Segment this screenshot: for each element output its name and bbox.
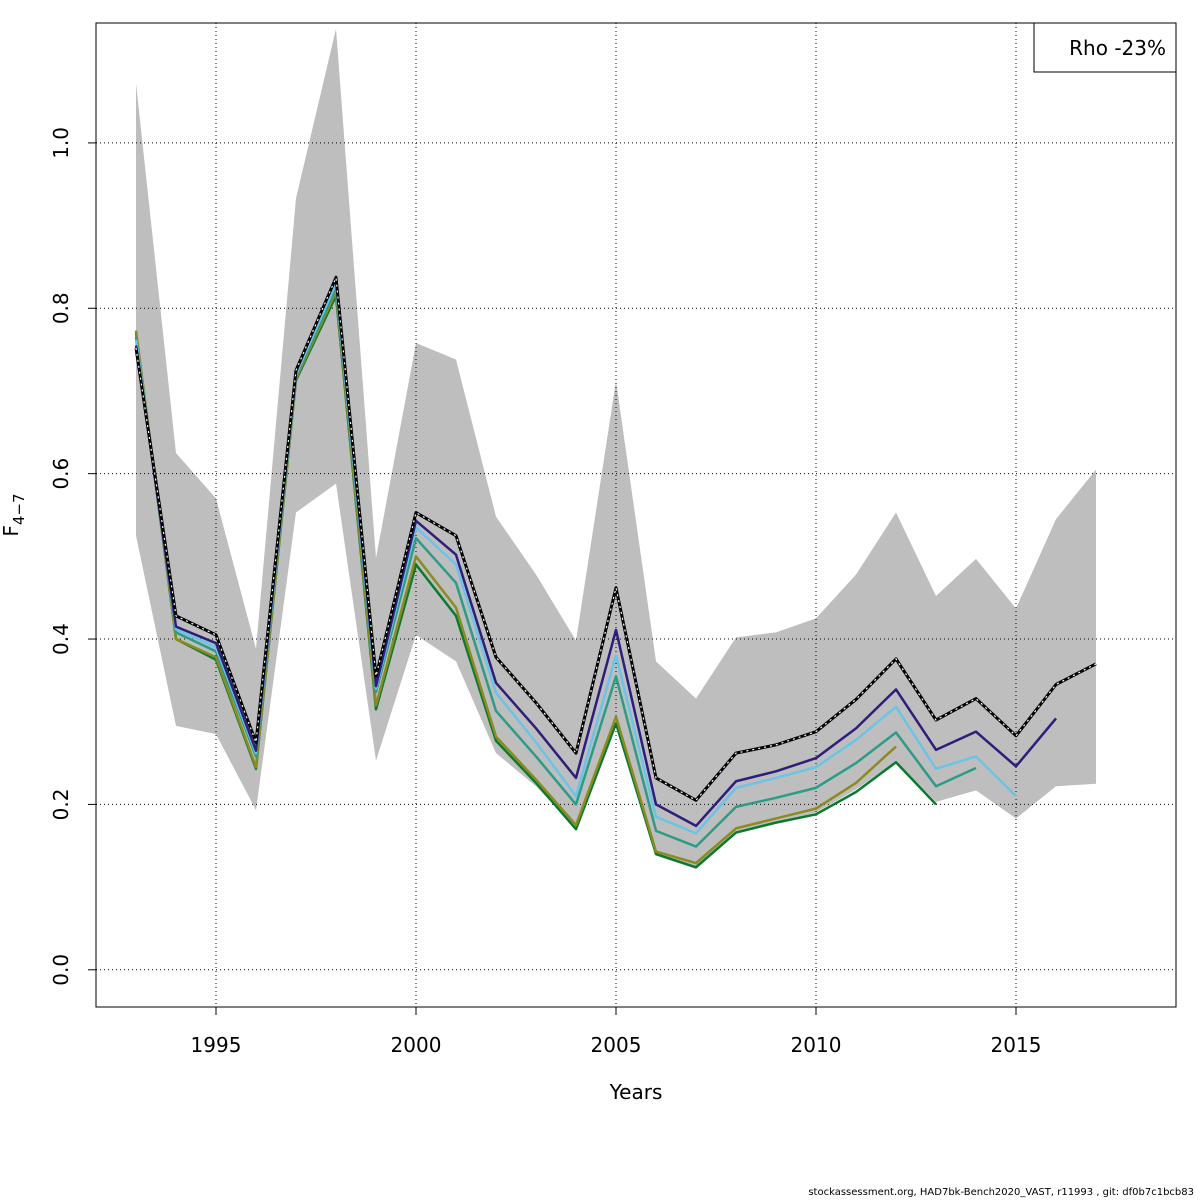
x-tick-label-2000: 2000 — [391, 1033, 442, 1057]
footer-credit: stockassessment.org, HAD7bk-Bench2020_VA… — [808, 1187, 1194, 1198]
y-tick-label-3: 0.6 — [49, 458, 73, 490]
legend: Rho -23% — [1033, 22, 1177, 73]
y-tick-label-0: 0.0 — [49, 954, 73, 986]
x-tick-label-2005: 2005 — [591, 1033, 642, 1057]
plot-frame — [95, 22, 1177, 1008]
y-axis-title-subscript: 4−7 — [10, 493, 28, 525]
x-axis-ticks: 1995 2000 2005 2010 2015 — [191, 1007, 1042, 1057]
svg-text:F4−7: F4−7 — [0, 493, 28, 536]
y-tick-label-1: 0.2 — [49, 789, 73, 821]
x-tick-label-2015: 2015 — [991, 1033, 1042, 1057]
y-axis-ticks: 0.0 0.2 0.4 0.6 0.8 1.0 — [49, 127, 96, 986]
series-layer — [134, 275, 1097, 869]
legend-text: Rho -23% — [1069, 36, 1166, 60]
y-axis-title-main: F — [0, 525, 23, 537]
y-tick-label-5: 1.0 — [49, 127, 73, 159]
series-0-dash-overlay — [135, 275, 1097, 802]
y-axis-title: F4−7 — [0, 493, 28, 536]
legend-box — [1033, 22, 1177, 73]
confidence-band — [136, 28, 1096, 869]
x-axis-title: Years — [609, 1080, 663, 1104]
x-tick-label-2010: 2010 — [791, 1033, 842, 1057]
y-tick-label-2: 0.4 — [49, 623, 73, 655]
y-tick-label-4: 0.8 — [49, 292, 73, 324]
x-tick-label-1995: 1995 — [191, 1033, 242, 1057]
confidence-band-layer — [136, 28, 1096, 869]
